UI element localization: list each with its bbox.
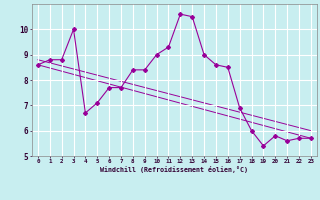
X-axis label: Windchill (Refroidissement éolien,°C): Windchill (Refroidissement éolien,°C) — [100, 166, 248, 173]
